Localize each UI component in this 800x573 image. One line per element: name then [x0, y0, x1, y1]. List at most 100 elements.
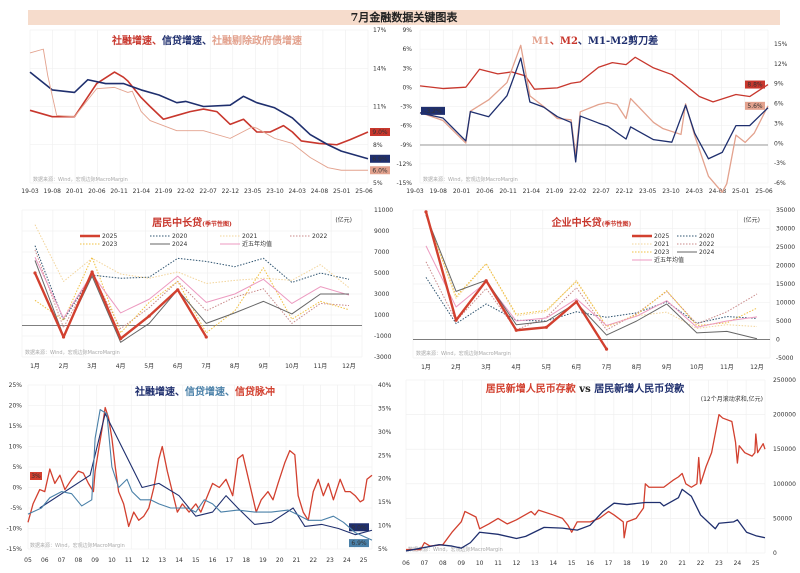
y-tick-label: 17% [373, 27, 387, 34]
x-tick-label: 09 [91, 557, 99, 564]
x-tick-label: 8月 [230, 363, 240, 370]
chart-title-main: 居民中长贷 [152, 216, 202, 229]
end-value-label: 3% [31, 473, 41, 480]
x-tick-label: 3月 [481, 364, 491, 371]
x-tick-label: 2月 [451, 364, 461, 371]
x-tick-label: 20-06 [476, 188, 494, 195]
y-tick-label: 0 [776, 337, 780, 344]
x-tick-label: 06 [402, 560, 410, 567]
legend-label: 2022 [312, 233, 327, 240]
end-value-label: 5.6% [747, 103, 763, 110]
end-value-label: 9.0% [372, 129, 388, 136]
x-tick-label: 22 [309, 557, 317, 564]
end-value-badge [370, 166, 390, 175]
y-tick-label: 6% [774, 101, 784, 108]
legend-label: 2020 [699, 233, 714, 240]
x-tick-label: 10 [108, 557, 116, 564]
x-tick-label: 20-01 [66, 188, 84, 195]
series-line-0 [419, 56, 769, 103]
x-tick-label: 15 [192, 557, 200, 564]
end-value-badge [349, 523, 369, 532]
y-tick-label: 15% [9, 423, 23, 430]
y-tick-label: 20000 [776, 263, 795, 270]
y-tick-label: 40% [378, 382, 392, 389]
series-marker [544, 325, 548, 329]
y-tick-label: 5% [12, 464, 22, 471]
x-tick-label: 25-01 [732, 188, 750, 195]
chart-title-part: 信贷增速 [162, 34, 202, 47]
x-tick-label: 25-01 [333, 188, 351, 195]
legend-label: 2023 [654, 249, 669, 256]
y-tick-label: 0 [773, 550, 777, 557]
y-tick-label: -9% [400, 142, 412, 149]
x-tick-label: 22-12 [222, 188, 240, 195]
x-tick-label: 1月 [30, 363, 40, 370]
series-marker [147, 314, 151, 318]
y-tick-label: 0% [12, 485, 22, 492]
x-tick-label: 14 [549, 560, 557, 567]
series-line-6 [425, 245, 758, 328]
x-tick-label: 17 [605, 560, 613, 567]
x-tick-label: 22-02 [569, 188, 587, 195]
y-tick-label: 150000 [773, 446, 796, 453]
x-tick-label: 19 [642, 560, 650, 567]
y-tick-label: 25% [378, 452, 392, 459]
x-tick-label: 10月 [690, 364, 704, 371]
source-note: 数据来源：Wind，宏观边际MacroMargin [33, 176, 128, 183]
y-tick-label: -5000 [776, 355, 794, 362]
y-tick-label: 200000 [773, 412, 796, 419]
y-tick-label: -10% [6, 526, 22, 533]
x-tick-label: 24-03 [288, 188, 306, 195]
chart-title: M1、M2、M1-M2剪刀差 [532, 34, 658, 47]
chart-title: 居民中长贷(季节性图) [152, 216, 232, 229]
x-tick-label: 16 [209, 557, 217, 564]
chart-title-part: 、 [175, 387, 185, 398]
legend-label: 2023 [102, 241, 117, 248]
series-marker [574, 300, 579, 304]
end-value-label: 6.0% [372, 167, 388, 174]
x-tick-label: 9月 [662, 364, 672, 371]
chart-title-part: 、 [550, 36, 560, 47]
x-tick-label: 10月 [285, 363, 299, 370]
y-tick-label: 3% [774, 120, 784, 127]
x-tick-label: 20-01 [453, 188, 471, 195]
x-tick-label: 22-02 [177, 188, 195, 195]
x-tick-label: 1月 [421, 364, 431, 371]
y-tick-label: 10% [378, 523, 392, 530]
x-tick-label: 23-10 [266, 188, 284, 195]
series-line-4 [425, 214, 758, 328]
x-tick-label: 20-11 [499, 188, 517, 195]
x-tick-label: 19-03 [21, 188, 39, 195]
chart-corporate-loans: 企业中长贷(季节性图) (亿元) 35000 30000 25000 20000 15000… [412, 207, 795, 371]
end-value-badge [745, 80, 765, 89]
chart-title-part: 社融增速 [111, 34, 152, 47]
chart-title-part: vs [576, 384, 594, 395]
x-tick-label: 11 [494, 560, 502, 567]
y-tick-label: 30% [378, 429, 392, 436]
chart-m1-m2: M1、M2、M1-M2剪刀差9%6%3%0%-3%-6%-9%-12%-15%1… [396, 27, 787, 195]
y-tick-label: 3000 [374, 291, 389, 298]
x-tick-label: 08 [75, 557, 83, 564]
x-tick-label: 11 [125, 557, 133, 564]
y-tick-label: -15% [396, 180, 412, 187]
x-tick-label: 12月 [342, 363, 356, 370]
y-tick-label: 9% [774, 81, 784, 88]
x-tick-label: 06 [41, 557, 49, 564]
x-tick-label: 21 [678, 560, 686, 567]
x-tick-label: 22 [697, 560, 705, 567]
unit-label: (12个月滚动求和,亿元) [701, 395, 763, 403]
x-tick-label: 11月 [720, 364, 734, 371]
y-tick-label: 10% [9, 444, 23, 451]
series-marker [484, 279, 488, 283]
source-note: 数据来源：Wind，宏观边际MacroMargin [30, 542, 125, 549]
source-note: 数据来源：Wind，宏观边际MacroMargin [416, 350, 511, 357]
y-tick-label: 30000 [776, 226, 795, 233]
series-line-1 [34, 245, 350, 321]
page-title: 7月金融数据关键图表 [350, 11, 458, 24]
end-value-label: 6.9% [351, 540, 367, 547]
series-line-0 [406, 413, 766, 551]
series-marker [204, 335, 208, 339]
x-tick-label: 20 [660, 560, 668, 567]
y-tick-label: 14% [373, 65, 387, 72]
x-tick-label: 07 [58, 557, 66, 564]
